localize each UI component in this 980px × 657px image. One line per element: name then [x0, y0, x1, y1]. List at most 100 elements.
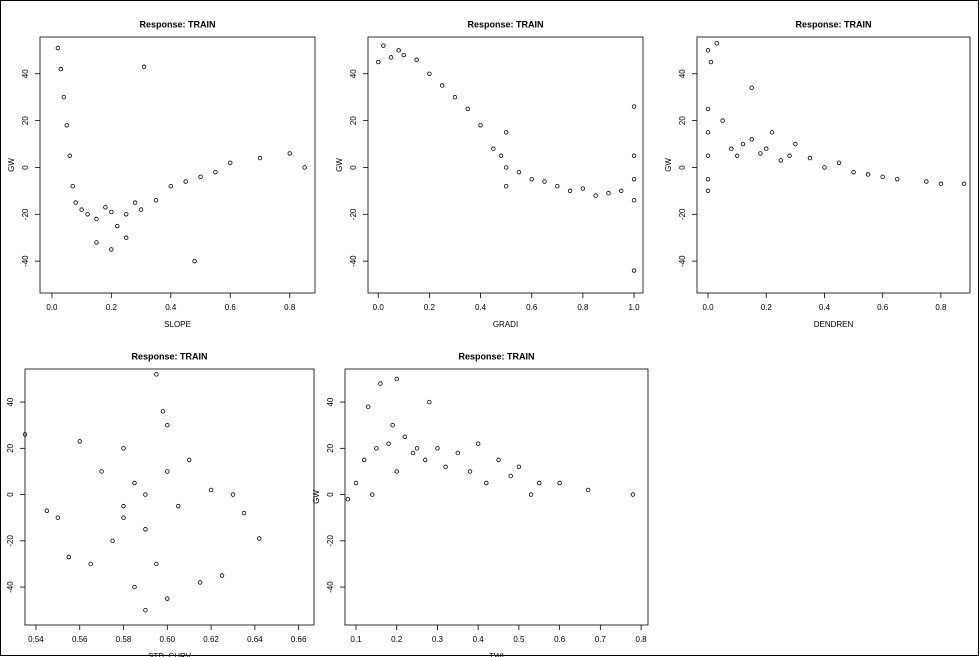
point — [529, 176, 534, 182]
point — [402, 434, 408, 439]
y-tick-label: 40 — [6, 397, 15, 406]
point — [132, 200, 138, 205]
plot-frame — [367, 36, 644, 294]
point — [708, 59, 714, 65]
x-tick-label: 0.58 — [116, 635, 132, 644]
point — [787, 153, 792, 158]
point — [478, 123, 483, 128]
x-tick-label: 0.4 — [475, 303, 487, 312]
point — [961, 181, 967, 187]
point — [467, 469, 473, 474]
y-tick-label: 20 — [326, 443, 335, 452]
point — [778, 158, 784, 163]
point — [769, 130, 775, 135]
point — [121, 515, 126, 520]
point — [705, 176, 711, 182]
point — [427, 399, 432, 405]
point — [516, 464, 522, 470]
point — [85, 212, 90, 217]
x-tick-label: 0.66 — [291, 635, 307, 644]
plot-frame — [344, 368, 649, 626]
point — [61, 94, 66, 100]
x-tick-label: 0.4 — [819, 303, 831, 312]
point — [580, 186, 586, 191]
x-tick-label: 0.56 — [72, 635, 88, 644]
x-axis-label: STD_CURV — [148, 652, 192, 657]
point — [143, 492, 148, 497]
point — [585, 487, 591, 493]
point — [822, 165, 827, 170]
plot-frame — [24, 368, 315, 626]
x-tick-label: 0.54 — [28, 635, 44, 644]
point — [192, 258, 197, 264]
x-tick-label: 0.3 — [432, 635, 444, 644]
y-axis-label: GW — [0, 490, 1, 504]
point — [452, 94, 458, 100]
point — [103, 205, 108, 210]
point — [165, 596, 170, 601]
y-tick-label: -20 — [678, 208, 687, 220]
point — [197, 580, 203, 585]
point — [64, 123, 69, 128]
x-tick-label: 0.8 — [284, 303, 296, 312]
x-tick-label: 0.7 — [595, 635, 607, 644]
point — [44, 508, 50, 513]
point — [410, 450, 416, 456]
x-tick-label: 0.2 — [106, 303, 118, 312]
x-tick-label: 0.4 — [473, 635, 485, 644]
y-tick-label: -20 — [6, 534, 15, 546]
point — [491, 146, 496, 151]
point — [764, 146, 769, 151]
point — [630, 492, 636, 497]
x-tick-label: 0.64 — [247, 635, 263, 644]
x-tick-label: 0.60 — [160, 635, 176, 644]
point — [287, 151, 292, 156]
point — [378, 381, 383, 386]
point — [143, 527, 148, 532]
point — [121, 503, 126, 509]
y-tick-label: -40 — [21, 255, 30, 267]
point — [241, 510, 247, 516]
point — [807, 155, 813, 161]
point — [110, 538, 115, 544]
point — [165, 422, 170, 428]
y-tick-label: -20 — [326, 534, 335, 546]
point — [187, 457, 192, 463]
x-axis-label: TWI — [489, 652, 504, 657]
point — [895, 176, 900, 182]
point — [542, 179, 547, 184]
point — [257, 536, 262, 541]
point — [94, 240, 99, 245]
point — [423, 457, 428, 463]
x-tick-label: 0.5 — [513, 635, 525, 644]
y-axis-label: GW — [7, 158, 16, 172]
x-axis-label: GRADI — [493, 320, 518, 329]
point — [435, 446, 440, 451]
point — [370, 492, 375, 497]
point — [503, 183, 509, 189]
x-axis-label: DENDREN — [814, 320, 854, 329]
point — [394, 376, 399, 382]
point — [73, 200, 78, 205]
point — [361, 457, 367, 463]
point — [124, 212, 129, 217]
point — [77, 439, 82, 444]
x-tick-label: 0.8 — [577, 303, 589, 312]
point — [439, 83, 445, 88]
point — [374, 446, 379, 451]
panel-title: Response: TRAIN — [795, 19, 871, 29]
y-tick-label: -40 — [349, 255, 358, 267]
point — [508, 473, 513, 479]
y-tick-label: -40 — [6, 581, 15, 593]
panel-title: Response: TRAIN — [458, 351, 534, 361]
point — [537, 480, 542, 486]
y-tick-label: 40 — [678, 69, 687, 78]
point — [793, 141, 798, 147]
point — [705, 188, 711, 194]
x-tick-label: 0.6 — [877, 303, 889, 312]
y-tick-label: 40 — [21, 69, 30, 78]
point — [79, 207, 84, 212]
y-tick-label: 0 — [326, 492, 335, 497]
point — [109, 247, 114, 252]
